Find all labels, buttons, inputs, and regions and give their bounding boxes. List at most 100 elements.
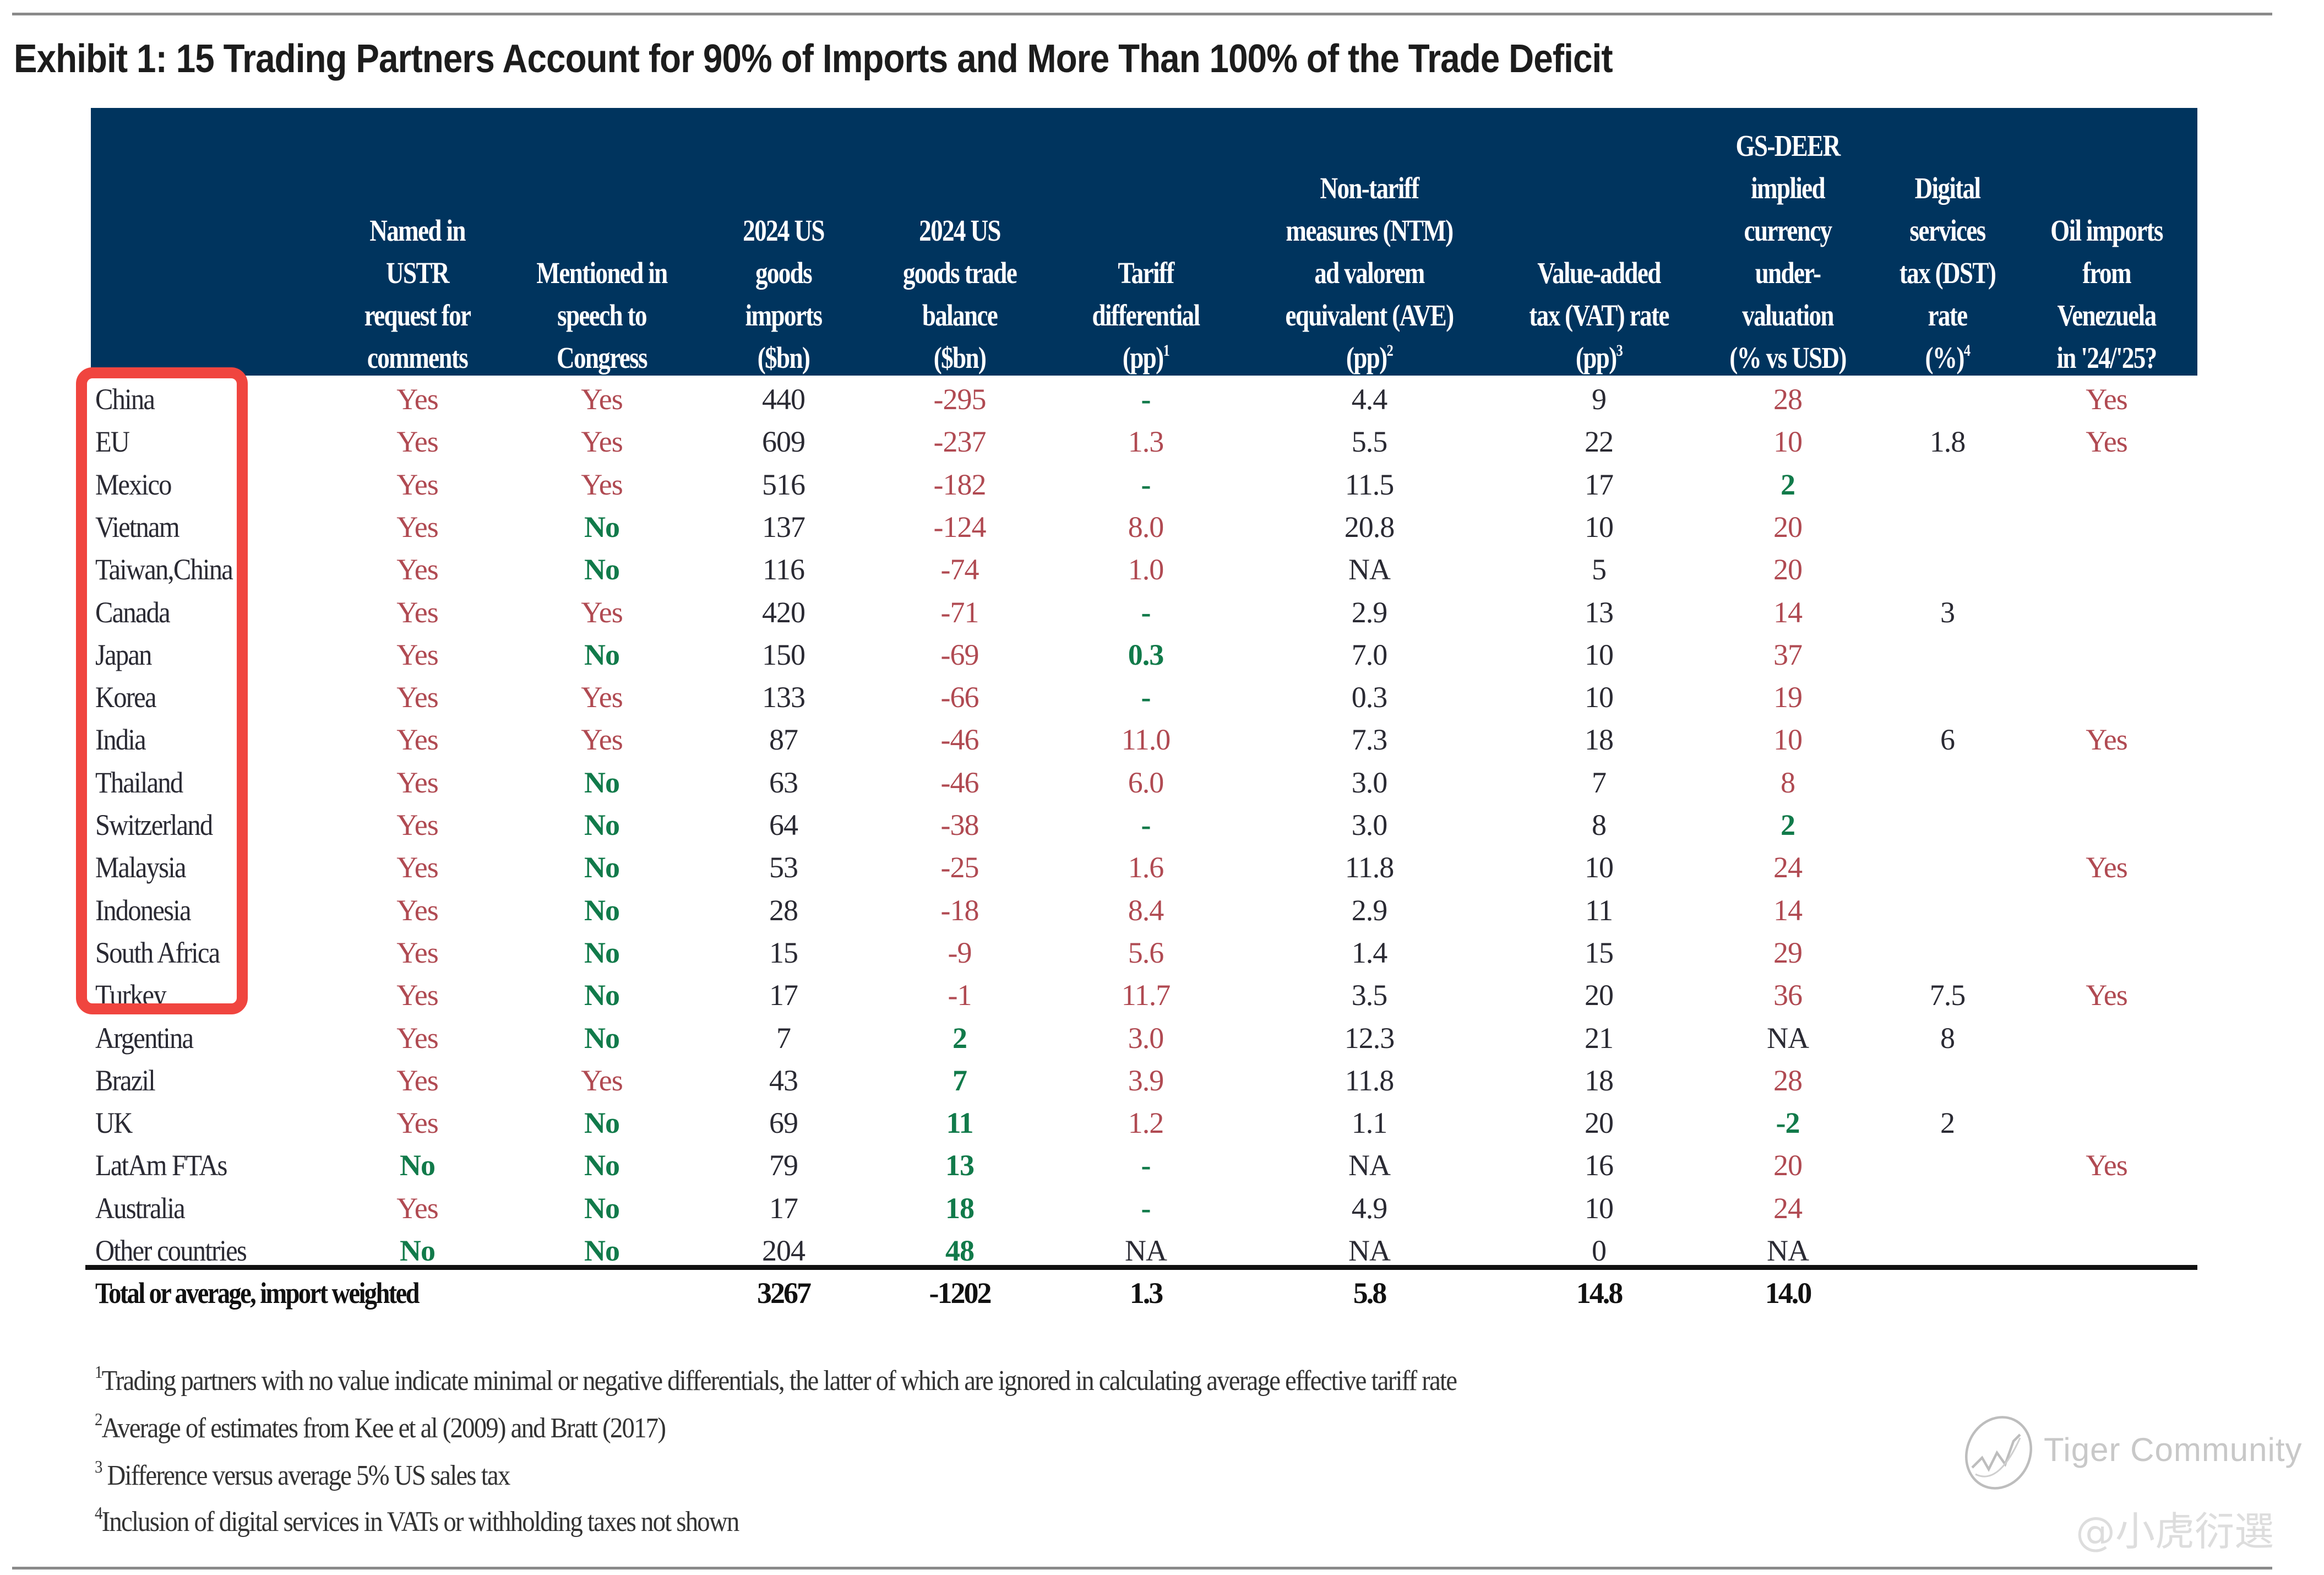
column-header-oil: Oil imports from Venezuela in '24/'25?	[2050, 209, 2163, 379]
cell-country: Australia	[95, 1191, 186, 1225]
cell-ntm: 7.0	[1351, 638, 1387, 671]
cell-balance: -25	[940, 851, 979, 884]
cell-ustr: Yes	[396, 468, 439, 501]
cell-vat: 0	[1592, 1234, 1607, 1267]
column-header-line: tax (DST)	[1899, 256, 1996, 290]
cell-ntm: 3.5	[1351, 979, 1387, 1012]
cell-country: LatAm FTAs	[95, 1149, 227, 1182]
cell-country: Brazil	[95, 1063, 156, 1097]
column-header-tariff: Tariff differential (pp)1	[1092, 252, 1201, 379]
cell-vat: 5	[1592, 553, 1607, 586]
cell-country: South Africa	[95, 936, 220, 969]
table-row: Canada Yes Yes 420 -71 - 2.9 13 14 3	[0, 591, 2324, 634]
footnote-text: Average of estimates from Kee et al (200…	[101, 1413, 666, 1444]
cell-ntm: 2.9	[1351, 893, 1387, 927]
total-row: Total or average, import weighted 3267 -12…	[0, 1272, 2324, 1315]
column-header-vat: Value-added tax (VAT) rate (pp)3	[1529, 252, 1669, 379]
cell-imports: 87	[769, 723, 798, 757]
cell-imports: 3267	[757, 1277, 812, 1310]
cell-tariff: 1.2	[1128, 1106, 1164, 1140]
table-row: Turkey Yes No 17 -1 11.7 3.5 20 36 7.5 Yes	[0, 974, 2324, 1017]
cell-imports: 420	[762, 595, 805, 629]
cell-vat: 10	[1585, 638, 1614, 671]
cell-country: Malaysia	[95, 851, 187, 884]
cell-vat: 20	[1585, 1106, 1614, 1140]
table-row: LatAm FTAs No No 79 13 - NA 16 20 Yes	[0, 1144, 2324, 1187]
cell-country: Vietnam	[95, 510, 180, 544]
cell-ustr: Yes	[396, 979, 439, 1012]
cell-country: EU	[95, 425, 130, 459]
cell-dst: 3	[1940, 595, 1955, 629]
column-header-line: Value-added	[1537, 256, 1661, 290]
cell-ustr: Yes	[396, 595, 439, 629]
cell-gsdeer: 14	[1773, 595, 1803, 629]
cell-vat: 18	[1585, 1063, 1614, 1097]
cell-ustr: Yes	[396, 765, 439, 799]
cell-ntm: 1.1	[1351, 1106, 1387, 1140]
cell-vat: 20	[1585, 979, 1614, 1012]
cell-gsdeer: 2	[1781, 808, 1795, 841]
cell-balance: 18	[945, 1191, 975, 1225]
cell-speech: No	[584, 893, 620, 927]
footnote-text: Inclusion of digital services in VATs or…	[101, 1506, 740, 1538]
table-row: Japan Yes No 150 -69 0.3 7.0 10 37	[0, 634, 2324, 676]
footnote-marker: 1	[95, 1362, 102, 1382]
cell-speech: No	[584, 1191, 620, 1225]
cell-balance: -71	[940, 595, 979, 629]
cell-imports: 116	[763, 553, 805, 586]
cell-tariff: -	[1141, 681, 1151, 714]
cell-vat: 7	[1592, 765, 1607, 799]
cell-gsdeer: 20	[1773, 510, 1803, 544]
cell-gsdeer: 37	[1773, 638, 1803, 671]
table-row: India Yes Yes 87 -46 11.0 7.3 18 10 6 Yes	[0, 719, 2324, 761]
column-header-line: Digital	[1914, 171, 1981, 205]
cell-vat: 10	[1585, 510, 1614, 544]
cell-ustr: Yes	[396, 808, 439, 841]
cell-ntm: 3.0	[1351, 765, 1387, 799]
cell-ntm: NA	[1348, 1234, 1391, 1267]
cell-country: Taiwan,China	[95, 553, 233, 586]
cell-speech: Yes	[581, 723, 623, 757]
cell-balance: 13	[945, 1149, 975, 1182]
table-row: Korea Yes Yes 133 -66 - 0.3 10 19	[0, 676, 2324, 719]
cell-balance: -46	[940, 765, 979, 799]
column-header-line: Mentioned in	[536, 256, 668, 290]
total-rule	[85, 1265, 2197, 1270]
cell-oil: Yes	[2086, 723, 2128, 757]
cell-gsdeer: NA	[1767, 1234, 1809, 1267]
exhibit-title: Exhibit 1: 15 Trading Partners Account f…	[14, 37, 1613, 81]
column-header-line: services	[1909, 214, 1986, 247]
cell-gsdeer: -2	[1776, 1106, 1800, 1140]
cell-gsdeer: 14.0	[1765, 1277, 1812, 1310]
cell-ustr: No	[400, 1149, 436, 1182]
table-row: Australia Yes No 17 18 - 4.9 10 24	[0, 1187, 2324, 1230]
cell-ntm: 2.9	[1351, 595, 1387, 629]
cell-ustr: Yes	[396, 936, 439, 969]
cell-ntm: 4.4	[1351, 383, 1387, 416]
watermark-brand: Tiger Community	[2044, 1431, 2303, 1468]
cell-ustr: Yes	[396, 383, 439, 416]
cell-balance: -182	[933, 468, 987, 501]
cell-balance: -237	[933, 425, 987, 459]
cell-oil: Yes	[2086, 979, 2128, 1012]
cell-ustr: Yes	[396, 1106, 439, 1140]
column-header-line: implied	[1751, 171, 1826, 205]
cell-country: Indonesia	[95, 893, 192, 927]
column-header-gsdeer: GS-DEER implied currency under-valuation (% …	[1729, 124, 1847, 379]
cell-gsdeer: 20	[1773, 553, 1803, 586]
table-row: Taiwan,China Yes No 116 -74 1.0 NA 5 20	[0, 548, 2324, 591]
column-header-line: comments	[367, 341, 469, 374]
cell-speech: Yes	[581, 1063, 623, 1097]
cell-balance: -1202	[929, 1277, 992, 1310]
cell-gsdeer: 20	[1773, 1149, 1803, 1182]
cell-gsdeer: 29	[1773, 936, 1803, 969]
cell-gsdeer: NA	[1767, 1021, 1809, 1055]
cell-balance: 11	[946, 1106, 973, 1140]
footnote-text: Difference versus average 5% US sales ta…	[101, 1460, 511, 1491]
cell-imports: 53	[769, 851, 798, 884]
column-header-line: tax (VAT) rate	[1529, 298, 1669, 332]
cell-speech: No	[584, 851, 620, 884]
cell-ntm: 11.8	[1345, 1063, 1394, 1097]
column-header-line: rate	[1928, 298, 1968, 332]
cell-vat: 8	[1592, 808, 1607, 841]
